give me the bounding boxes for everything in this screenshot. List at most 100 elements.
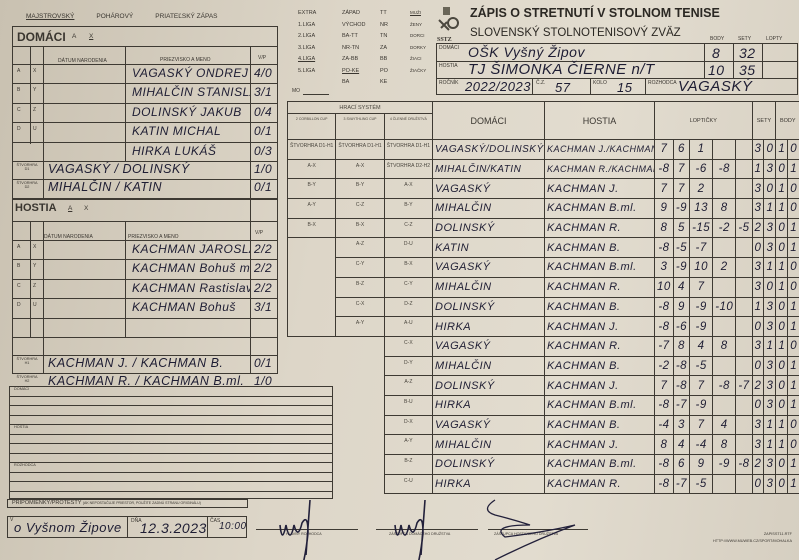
set-score: 7 [689,414,714,436]
league-option: 2.LIGA [298,33,316,39]
player-win-loss: 0/4 [254,104,273,119]
points: 0 [787,414,799,436]
set-score: -4 [654,414,674,436]
points: 0 [775,237,789,259]
away-player: KACHMAN R. [544,276,656,298]
player-win-loss: 2/2 [254,280,273,295]
set-score [735,335,753,357]
system-code-2: A-X [286,158,337,180]
sets-won: 3 [763,316,777,337]
sets-won: 1 [751,158,765,180]
league-option: ŽENY [410,21,423,27]
mo-label: MO [292,88,301,94]
points: 0 [775,473,789,495]
summary-away-label: HOSTIA [439,63,458,69]
set-score: 7 [672,178,691,200]
player-letter-alt: Z [33,106,37,113]
away-col-name: PRIEZVISKO A MENO [128,234,179,240]
points: 1 [775,414,789,436]
away-player: KACHMAN R. [544,473,656,495]
set-score: -8 [654,237,674,259]
set-score: -2 [712,217,737,239]
points: 1 [775,434,789,455]
set-score: 8 [712,335,737,357]
home-player: VAGASKÝ [432,335,546,357]
sets-won: 3 [751,335,765,357]
sets-won: 1 [763,257,777,278]
set-score [735,414,753,436]
notes-line [9,481,333,483]
games-table: HRACÍ SYSTÉM DOMÁCI HOSTIA LOPTIČKY SETY BODY… [286,101,799,495]
set-score: 4 [672,276,691,298]
league-option: 5.LIGA [298,67,316,74]
player-name: HIRKA LUKÁŠ [132,143,217,158]
sets-won: 0 [763,178,777,200]
set-score: -2 [654,355,674,377]
home-col-vp: V/P [258,55,267,61]
points: 1 [787,158,799,180]
notes-line [9,405,333,407]
summary-col-body: BODY [710,36,725,42]
set-score: -9 [672,198,691,219]
system-code-4: ŠTVORHRA D2-H2 [383,158,434,180]
system-code-2 [286,277,337,297]
points: 1 [775,335,789,357]
notes-section-label: HOSTIA [14,425,29,429]
player-letter: C [17,282,21,289]
league-option: BA [342,79,350,85]
player-letter-alt: Y [33,87,37,94]
system-code-4: C-Y [383,276,434,298]
points: 1 [787,375,799,396]
league-option: ŽIAČKY [410,67,427,73]
set-score: -8 [672,355,691,377]
away-player: KACHMAN R. [544,217,656,239]
sets-won: 3 [763,355,777,377]
set-score: 9 [654,198,674,219]
away-player: KACHMAN B. [544,414,656,436]
round-label: KOLO [593,80,607,86]
notes-line [9,490,333,492]
game-row: B-Y B-Y A-X VAGASKÝ KACHMAN J. 7 7 2 3 0 1 0 [286,178,799,200]
home-player: MIHALČIN/KATIN [432,158,546,180]
system-code-4: C-Z [383,217,434,239]
system-code-2: B-X [286,217,337,239]
system-cols-row: 2 CORBILLON CUP 3 SVAYTHLING CUP 4 ČLENNÉ … [286,113,799,140]
system-code-3: B-Z [335,276,385,298]
sets-won: 3 [763,296,777,318]
home-points: 8 [712,45,721,61]
system-code-3: A-Z [335,237,385,259]
set-score: 10 [689,257,714,278]
set-score [735,394,753,416]
sets-won: 1 [763,198,777,219]
federation-name: SLOVENSKÝ STOLNOTENISOVÝ ZVÄZ [470,27,681,39]
row-divider [12,298,278,300]
points: 0 [775,296,789,318]
doubles-names: MIHALČIN / KATIN [48,180,163,194]
league-option: 3.LIGA [298,44,316,51]
player-win-loss: 0/3 [254,143,273,158]
away-team-name: TJ ŠIMONKA ČIERNE n/T [468,61,655,78]
set-score: -8 [654,158,674,180]
points: 0 [775,217,789,239]
date-value: 12.3.2023 [140,520,207,536]
set-score: -4 [689,434,714,455]
set-score [712,276,737,298]
player-name: VAGASKÝ ONDREJ [132,66,249,80]
system-code-3: A-X [335,158,385,180]
player-name: KACHMAN Rastislav [132,280,250,295]
home-x-option: X [89,33,94,40]
empty-cell [288,356,385,376]
set-score: -7 [672,394,691,416]
col-balls: LOPTIČKY [654,101,753,140]
league-option: ZA-BB [342,56,359,62]
system-code-4: C-X [383,335,434,357]
doubles-win-loss: 0/1 [254,356,273,370]
set-score: 9 [689,454,714,475]
empty-cell [288,435,385,455]
points: 1 [775,198,789,219]
league-option: ZÁPAD [342,10,360,16]
set-score: -8 [672,375,691,396]
set-score: -6 [689,158,714,180]
points: 1 [775,257,789,278]
doubles-win-loss: 1/0 [254,374,273,388]
